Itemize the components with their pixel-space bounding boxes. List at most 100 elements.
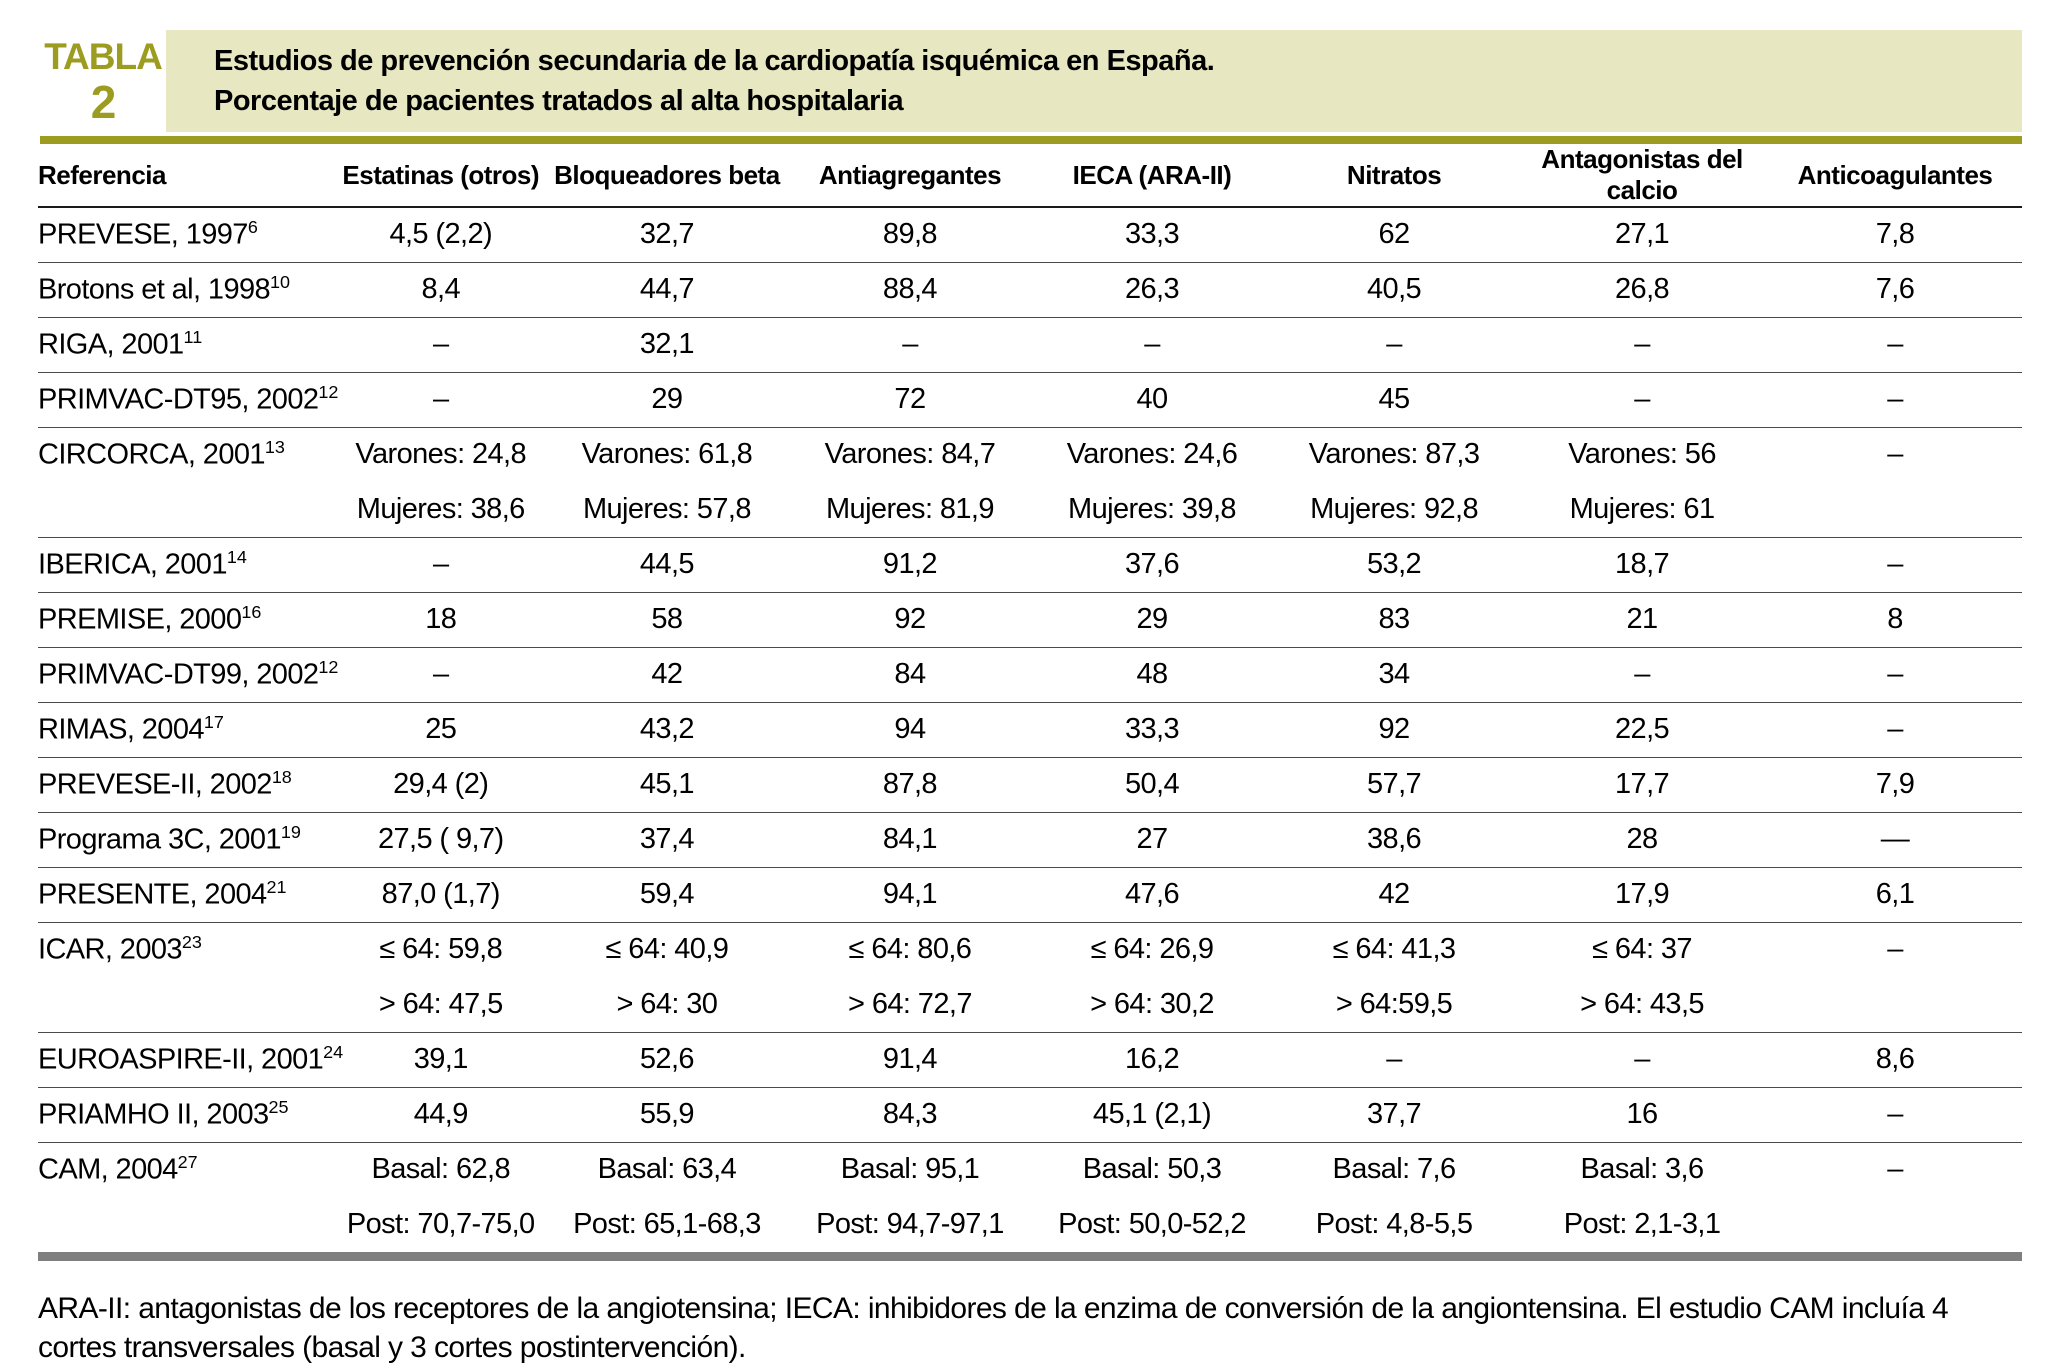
value-cell: Basal: 95,1 bbox=[840, 1153, 980, 1186]
value-cell: 44,5 bbox=[639, 548, 695, 580]
value-cell: – bbox=[1634, 328, 1650, 360]
table-row: PREVESE-II, 200218 29,4 (2) 45,1 87,8 50,4 57… bbox=[38, 757, 2022, 812]
study-row-group: RIGA, 200111 – 32,1 – – – – – bbox=[38, 317, 2022, 372]
value-cell: – bbox=[1887, 933, 1903, 966]
value-cell: – bbox=[1887, 438, 1903, 471]
value-cell: Post: 2,1-3,1 bbox=[1563, 1208, 1721, 1240]
value-cell: 53,2 bbox=[1367, 548, 1422, 580]
value-cell: Mujeres: 38,6 bbox=[356, 492, 526, 525]
data-table: Referencia Estatinas (otros) Bloqueadores … bbox=[38, 144, 2022, 1252]
reference-cell bbox=[38, 482, 336, 537]
value-cell: — bbox=[1880, 823, 1910, 855]
column-header: Referencia bbox=[38, 144, 336, 208]
reference-cell: Programa 3C, 200119 bbox=[38, 812, 336, 867]
value-cell: 22,5 bbox=[1615, 713, 1670, 745]
value-cell: > 64: 72,7 bbox=[848, 987, 972, 1020]
study-row-group: RIMAS, 200417 25 43,2 94 33,3 92 22,5 – bbox=[38, 702, 2022, 757]
value-cell: 62 bbox=[1378, 218, 1411, 251]
value-cell: Basal: 7,6 bbox=[1332, 1153, 1457, 1186]
reference-label: PREMISE, 2000 bbox=[38, 603, 242, 636]
reference-citation-superscript: 11 bbox=[183, 327, 203, 348]
value-cell: > 64: 43,5 bbox=[1580, 987, 1704, 1020]
value-cell: – bbox=[1887, 548, 1903, 580]
value-cell: 17,9 bbox=[1615, 878, 1670, 910]
reference-label: Brotons et al, 1998 bbox=[38, 273, 271, 306]
reference-label: Programa 3C, 2001 bbox=[38, 823, 281, 856]
column-header: Estatinas (otros) bbox=[335, 144, 546, 208]
value-cell: 25 bbox=[425, 713, 457, 745]
reference-citation-superscript: 16 bbox=[241, 602, 262, 623]
reference-label: EUROASPIRE-II, 2001 bbox=[38, 1043, 324, 1076]
table-header: TABLA 2 Estudios de prevención secundari… bbox=[40, 30, 2022, 132]
column-header: Antagonistas del calcio bbox=[1516, 144, 1769, 208]
table-label-number: 2 bbox=[90, 76, 117, 128]
value-cell: Varones: 84,7 bbox=[824, 438, 996, 471]
reference-cell: PREVESE, 19976 bbox=[38, 207, 336, 262]
reference-citation-superscript: 19 bbox=[280, 822, 301, 843]
reference-cell: PRIMVAC-DT99, 200212 bbox=[38, 647, 338, 702]
value-cell: 38,6 bbox=[1367, 823, 1422, 855]
value-cell: 57,7 bbox=[1367, 768, 1422, 800]
column-header: Antiagregantes bbox=[787, 144, 1032, 208]
value-cell: 18,7 bbox=[1615, 548, 1670, 580]
reference-citation-superscript: 12 bbox=[318, 382, 339, 403]
study-row-group: CAM, 200427 Basal: 62,8 Basal: 63,4 Basal: … bbox=[38, 1142, 2022, 1252]
reference-cell: Brotons et al, 199810 bbox=[38, 262, 336, 317]
value-cell: 84 bbox=[894, 658, 926, 690]
reference-cell: PREVESE-II, 200218 bbox=[38, 757, 336, 812]
reference-label: IBERICA, 2001 bbox=[38, 548, 227, 581]
table-label: TABLA 2 bbox=[40, 30, 166, 132]
table-bottom-rule bbox=[38, 1252, 2022, 1261]
column-header: Anticoagulantes bbox=[1768, 144, 2022, 208]
value-cell: – bbox=[1634, 1043, 1650, 1075]
value-cell: 40 bbox=[1136, 383, 1168, 415]
reference-citation-superscript: 17 bbox=[203, 712, 224, 733]
study-row-group: CIRCORCA, 200113 Varones: 24,8 Varones: 61… bbox=[38, 427, 2022, 537]
value-cell: 47,6 bbox=[1124, 878, 1180, 910]
table-row: Mujeres: 38,6 Mujeres: 57,8 Mujeres: 81,9 M… bbox=[38, 482, 2022, 537]
value-cell: 16,2 bbox=[1124, 1043, 1180, 1075]
table-row: IBERICA, 200114 – 44,5 91,2 37,6 53,2 18,7 – bbox=[38, 537, 2022, 592]
value-cell: 6,1 bbox=[1875, 878, 1915, 910]
reference-cell: EUROASPIRE-II, 200124 bbox=[38, 1032, 343, 1087]
value-cell: 32,7 bbox=[639, 218, 695, 251]
value-cell: 27,5 ( 9,7) bbox=[377, 823, 504, 855]
value-cell: 17,7 bbox=[1615, 768, 1670, 800]
study-row-group: PRESENTE, 200421 87,0 (1,7) 59,4 94,1 47,6 42… bbox=[38, 867, 2022, 922]
value-cell: 88,4 bbox=[882, 273, 938, 305]
reference-label: ICAR, 2003 bbox=[38, 934, 183, 967]
table-row: PRESENTE, 200421 87,0 (1,7) 59,4 94,1 47,6 42… bbox=[38, 867, 2022, 922]
value-cell: Mujeres: 92,8 bbox=[1310, 492, 1479, 525]
reference-cell: CAM, 200427 bbox=[38, 1142, 336, 1197]
table-row: Post: 70,7-75,0 Post: 65,1-68,3 Post: 94,7… bbox=[38, 1197, 2022, 1252]
value-cell: 84,3 bbox=[882, 1098, 938, 1130]
value-cell: 37,7 bbox=[1367, 1098, 1422, 1130]
value-cell: ≤ 64: 59,8 bbox=[379, 933, 503, 966]
value-cell: Post: 4,8-5,5 bbox=[1315, 1208, 1473, 1240]
value-cell: – bbox=[432, 548, 449, 580]
value-cell: Basal: 63,4 bbox=[597, 1153, 737, 1186]
reference-citation-superscript: 6 bbox=[247, 217, 258, 238]
value-cell: 7,9 bbox=[1875, 768, 1915, 800]
table-row: PRIMVAC-DT99, 200212 – 42 84 48 34 – – bbox=[38, 647, 2022, 702]
column-header: Nitratos bbox=[1272, 144, 1517, 208]
value-cell: Mujeres: 39,8 bbox=[1068, 492, 1237, 525]
reference-cell: ICAR, 200323 bbox=[38, 922, 336, 977]
study-row-group: ICAR, 200323 ≤ 64: 59,8 ≤ 64: 40,9 ≤ 64: 80… bbox=[38, 922, 2022, 1032]
value-cell bbox=[1768, 482, 2022, 537]
table-row: Brotons et al, 199810 8,4 44,7 88,4 26,3 40,5… bbox=[38, 262, 2022, 317]
value-cell: – bbox=[1386, 1043, 1402, 1075]
value-cell: 94 bbox=[894, 713, 926, 745]
reference-label: PRIMVAC-DT99, 2002 bbox=[38, 658, 319, 691]
value-cell: 87,0 (1,7) bbox=[381, 878, 501, 910]
value-cell: Varones: 56 bbox=[1568, 438, 1716, 471]
reference-cell bbox=[38, 977, 336, 1032]
value-cell: 44,7 bbox=[639, 273, 695, 305]
value-cell: – bbox=[1887, 1153, 1903, 1186]
study-row-group: PREVESE-II, 200218 29,4 (2) 45,1 87,8 50,4 57… bbox=[38, 757, 2022, 812]
value-cell: 29,4 (2) bbox=[393, 768, 489, 800]
value-cell: ≤ 64: 37 bbox=[1592, 933, 1692, 966]
reference-citation-superscript: 21 bbox=[266, 877, 287, 898]
value-cell: 45,1 (2,1) bbox=[1092, 1098, 1212, 1130]
table-row: PRIMVAC-DT95, 200212 – 29 72 40 45 – – bbox=[38, 372, 2022, 427]
